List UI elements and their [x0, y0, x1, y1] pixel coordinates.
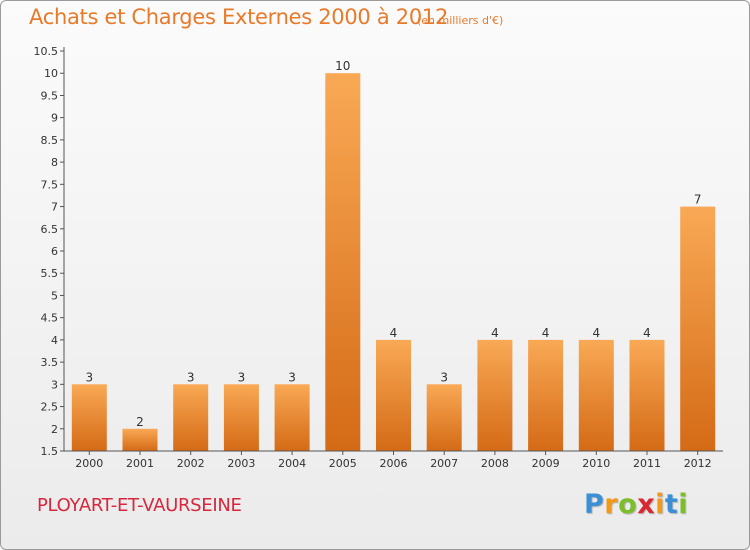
y-tick-label: 4	[51, 334, 58, 347]
logo-letter: i	[678, 489, 689, 520]
y-tick-label: 10.5	[34, 45, 59, 58]
x-tick-label-2003: 2003	[227, 457, 255, 470]
bar-2010	[578, 339, 614, 451]
x-tick-label-2005: 2005	[329, 457, 357, 470]
commune-name: PLOYART-ET-VAURSEINE	[37, 495, 242, 516]
logo-letter: o	[618, 489, 638, 520]
proxiti-logo[interactable]: Proxiti	[584, 489, 688, 520]
x-tick-label-2006: 2006	[380, 457, 408, 470]
y-tick-label: 7.5	[41, 178, 59, 191]
data-label-2010: 4	[592, 326, 600, 340]
data-label-2007: 3	[440, 370, 448, 384]
y-tick-label: 6.5	[41, 223, 59, 236]
y-tick-label: 2	[51, 423, 58, 436]
y-tick-label: 5.5	[41, 267, 59, 280]
data-label-2012: 7	[694, 193, 702, 207]
logo-letter: P	[584, 489, 605, 520]
bar-2000	[71, 384, 107, 451]
bar-2012	[680, 206, 716, 451]
y-tick-label: 1.5	[41, 445, 59, 458]
bar-2009	[528, 339, 564, 451]
data-label-2009: 4	[542, 326, 550, 340]
data-label-2006: 4	[390, 326, 398, 340]
y-tick-label: 9.5	[41, 89, 59, 102]
bar-2005	[325, 73, 361, 451]
y-tick-label: 4.5	[41, 312, 59, 325]
x-tick-label-2007: 2007	[430, 457, 458, 470]
x-tick-label-2011: 2011	[633, 457, 661, 470]
chart-title: Achats et Charges Externes 2000 à 2012	[29, 5, 449, 29]
y-tick-label: 3	[51, 378, 58, 391]
bar-2008	[477, 339, 513, 451]
x-tick-label-2010: 2010	[582, 457, 610, 470]
data-label-2000: 3	[85, 370, 93, 384]
x-tick-label-2009: 2009	[532, 457, 560, 470]
y-tick-label: 2.5	[41, 401, 59, 414]
data-label-2011: 4	[643, 326, 651, 340]
data-label-2002: 3	[187, 370, 195, 384]
x-tick-label-2008: 2008	[481, 457, 509, 470]
y-tick-label: 6	[51, 245, 58, 258]
x-tick-label-2012: 2012	[684, 457, 712, 470]
logo-letter: r	[604, 489, 619, 520]
x-axis: 2000 2001 2002 2003 2004 2005 2006 2007 2008 2009…	[64, 450, 723, 470]
x-tick-label-2001: 2001	[126, 457, 154, 470]
bar-2003	[223, 384, 259, 451]
bars: 3 2 3 3 3 10 4 3 4 4 4 4 7	[71, 59, 716, 451]
data-label-2003: 3	[238, 370, 246, 384]
y-tick-label: 10	[44, 67, 58, 80]
logo-letter: t	[664, 489, 679, 520]
data-label-2005: 10	[335, 59, 350, 73]
y-tick-label: 5	[51, 289, 58, 302]
logo-letter: i	[655, 489, 665, 520]
data-label-2001: 2	[136, 415, 144, 429]
bar-2006	[376, 339, 411, 451]
data-label-2004: 3	[288, 370, 296, 384]
bar-2007	[426, 384, 462, 451]
logo-letter: x	[637, 489, 656, 520]
y-tick-label: 9	[51, 112, 58, 125]
bar-2002	[173, 384, 209, 451]
y-tick-label: 8	[51, 156, 58, 169]
y-tick-label: 7	[51, 201, 58, 214]
y-tick-label: 3.5	[41, 356, 59, 369]
data-label-2008: 4	[491, 326, 499, 340]
x-tick-label-2002: 2002	[177, 457, 205, 470]
bar-2011	[629, 339, 665, 451]
y-axis: 1.5 2 2.5 3 3.5 4 4.5 5 5.5 6 6.5 7 7.5 8 8.5 9 9.5 10 10.…	[34, 45, 65, 458]
y-tick-label: 8.5	[41, 134, 59, 147]
x-tick-label-2000: 2000	[75, 457, 103, 470]
x-tick-label-2004: 2004	[278, 457, 306, 470]
bar-2004	[274, 384, 310, 451]
chart-subtitle: (en milliers d'€)	[417, 14, 504, 27]
bar-2001	[122, 428, 158, 451]
